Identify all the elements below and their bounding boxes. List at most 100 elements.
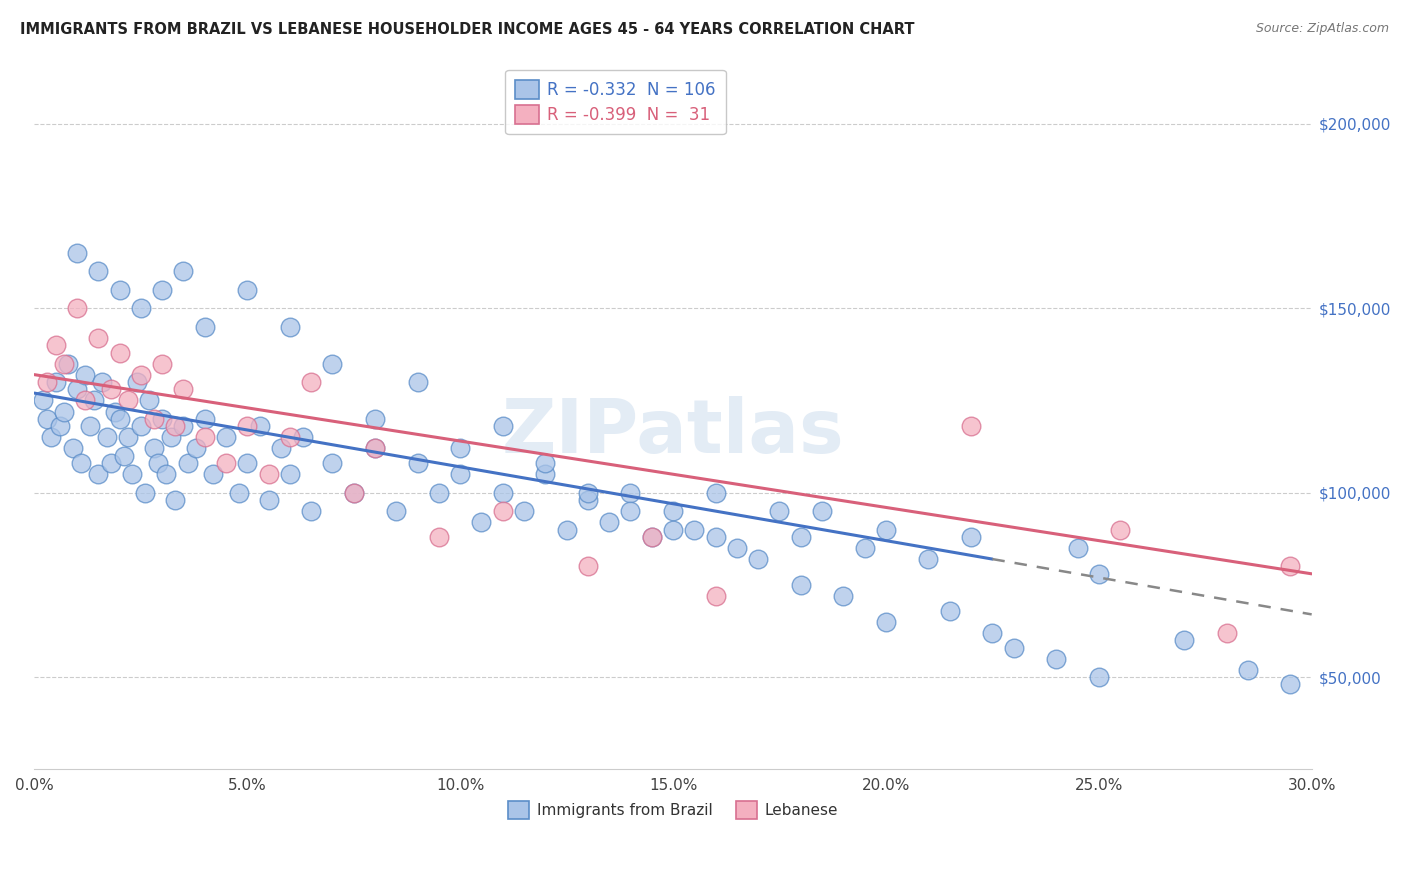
Point (704, 589, 727, 603)
Point (939, 604, 962, 618)
Point (1045, 651, 1067, 665)
Point (87, 264, 110, 278)
Point (1215, 625, 1237, 640)
Point (146, 456, 169, 470)
Point (662, 504, 685, 518)
Point (108, 345, 131, 359)
Point (270, 442, 292, 456)
Point (228, 485, 250, 500)
Point (159, 430, 181, 444)
Point (343, 485, 366, 500)
Point (194, 430, 217, 444)
Point (1066, 541, 1088, 555)
Point (492, 504, 515, 518)
Point (41, 430, 63, 444)
Point (1002, 640, 1025, 655)
Point (87, 331, 110, 345)
Point (278, 467, 301, 482)
Point (70, 456, 93, 470)
Point (662, 523, 685, 537)
Point (108, 283, 131, 297)
Point (53, 357, 76, 371)
Point (406, 375, 429, 389)
Point (619, 485, 641, 500)
Point (112, 449, 135, 463)
Point (96, 430, 118, 444)
Point (534, 467, 557, 482)
Point (576, 485, 599, 500)
Point (236, 419, 259, 434)
Point (1279, 559, 1302, 574)
Point (194, 319, 217, 334)
Point (427, 485, 450, 500)
Point (257, 467, 280, 482)
Point (104, 404, 127, 418)
Point (142, 412, 165, 426)
Point (215, 430, 238, 444)
Point (321, 357, 343, 371)
Point (53, 404, 76, 418)
Point (704, 485, 727, 500)
Point (278, 319, 301, 334)
Point (641, 530, 664, 544)
Point (576, 559, 599, 574)
Point (62, 442, 84, 456)
Point (75, 368, 97, 382)
Point (186, 442, 208, 456)
Point (427, 530, 450, 544)
Point (236, 283, 259, 297)
Point (321, 456, 343, 470)
Point (513, 504, 536, 518)
Point (142, 442, 165, 456)
Point (129, 368, 152, 382)
Point (125, 375, 148, 389)
Point (470, 515, 492, 529)
Point (704, 530, 727, 544)
Point (100, 456, 122, 470)
Point (87, 467, 110, 482)
Point (129, 301, 152, 316)
Point (66, 301, 89, 316)
Point (641, 530, 664, 544)
Point (449, 467, 471, 482)
Point (202, 467, 225, 482)
Point (364, 442, 387, 456)
Point (138, 393, 160, 408)
Point (278, 430, 301, 444)
Point (1109, 523, 1132, 537)
Point (117, 430, 139, 444)
Point (343, 485, 366, 500)
Point (49, 419, 72, 434)
Point (236, 456, 259, 470)
Point (172, 383, 194, 397)
Point (117, 393, 139, 408)
Legend: Immigrants from Brazil, Lebanese: Immigrants from Brazil, Lebanese (502, 795, 844, 825)
Point (75, 393, 97, 408)
Point (79, 419, 101, 434)
Point (619, 504, 641, 518)
Point (176, 456, 198, 470)
Point (249, 419, 271, 434)
Point (163, 493, 186, 508)
Point (875, 615, 897, 629)
Point (917, 552, 939, 566)
Point (108, 412, 131, 426)
Point (449, 442, 471, 456)
Point (747, 552, 769, 566)
Text: Source: ZipAtlas.com: Source: ZipAtlas.com (1256, 22, 1389, 36)
Point (163, 419, 186, 434)
Point (215, 456, 238, 470)
Point (981, 625, 1004, 640)
Point (534, 456, 557, 470)
Point (1173, 633, 1195, 648)
Point (194, 412, 217, 426)
Point (1088, 566, 1111, 581)
Point (790, 578, 813, 592)
Point (768, 504, 790, 518)
Point (960, 530, 983, 544)
Point (853, 541, 876, 555)
Point (1236, 663, 1258, 677)
Point (832, 589, 855, 603)
Point (291, 430, 314, 444)
Point (66, 383, 89, 397)
